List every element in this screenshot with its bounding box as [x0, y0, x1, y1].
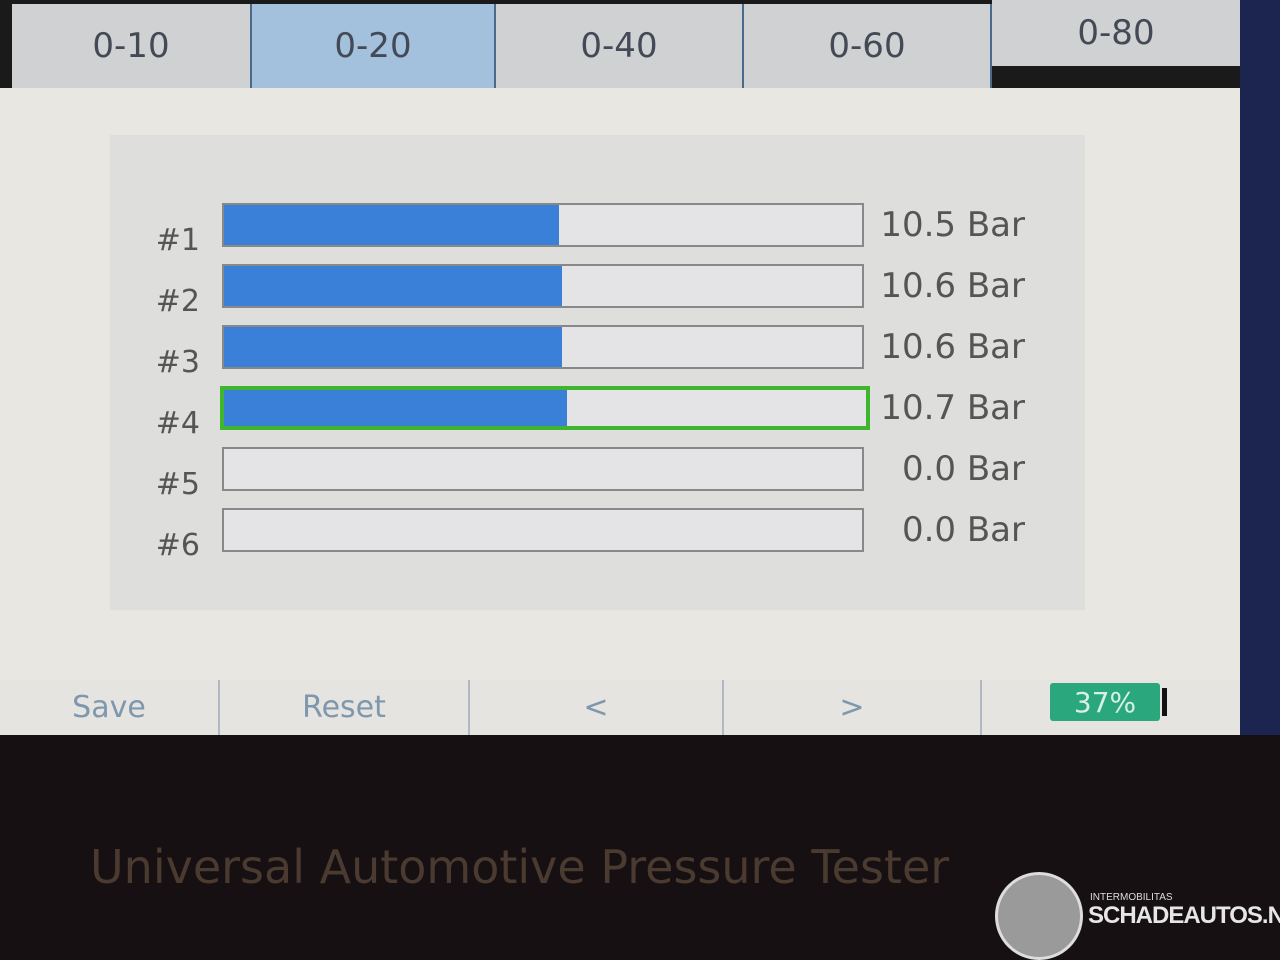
channel-bar[interactable] [222, 325, 864, 369]
tab-0-80[interactable]: 0-80 [992, 0, 1240, 66]
save-button[interactable]: Save [0, 680, 220, 735]
bottom-toolbar: Save Reset < > [0, 680, 1240, 735]
channel-bar-fill [224, 266, 563, 306]
channel-label: #2 [155, 284, 200, 319]
channel-label: #4 [155, 406, 200, 441]
globe-logo-icon [995, 872, 1083, 960]
watermark-text: SCHADEAUTOS.NL [1088, 902, 1280, 929]
channel-value: 0.0 Bar [901, 510, 1025, 550]
device-screen: 0-10 0-20 0-40 0-60 0-80 #1 10.5 Bar #2 10.… [0, 0, 1240, 735]
watermark-small: INTERMOBILITAS [1090, 892, 1173, 903]
tab-0-10[interactable]: 0-10 [12, 4, 252, 88]
channel-bar[interactable] [222, 508, 864, 552]
channel-bar-fill [224, 327, 563, 367]
channel-value: 10.6 Bar [880, 327, 1025, 367]
battery-icon [1162, 688, 1167, 716]
channel-value: 0.0 Bar [901, 449, 1025, 489]
battery-indicator: 37% [1050, 683, 1160, 721]
next-button[interactable]: > [724, 680, 982, 735]
channel-value: 10.6 Bar [880, 266, 1025, 306]
channel-bar-fill [224, 205, 559, 245]
range-tabs: 0-10 0-20 0-40 0-60 0-80 [0, 0, 1240, 88]
channel-label: #5 [155, 467, 200, 502]
channel-bar[interactable] [222, 264, 864, 308]
previous-button[interactable]: < [470, 680, 724, 735]
tab-0-60[interactable]: 0-60 [744, 4, 992, 88]
channel-bar-fill [224, 390, 568, 426]
channel-label: #1 [155, 223, 200, 258]
channel-label: #6 [155, 528, 200, 563]
channel-bar[interactable] [222, 203, 864, 247]
tab-0-20[interactable]: 0-20 [252, 4, 496, 88]
channel-value: 10.5 Bar [880, 205, 1025, 245]
tab-0-40[interactable]: 0-40 [496, 4, 744, 88]
device-label: Universal Automotive Pressure Tester [90, 840, 950, 894]
channel-label: #3 [155, 345, 200, 380]
screen-bezel [1240, 0, 1280, 735]
reset-button[interactable]: Reset [220, 680, 470, 735]
channel-bar[interactable] [220, 386, 870, 430]
channel-bar[interactable] [222, 447, 864, 491]
channel-value: 10.7 Bar [880, 388, 1025, 428]
